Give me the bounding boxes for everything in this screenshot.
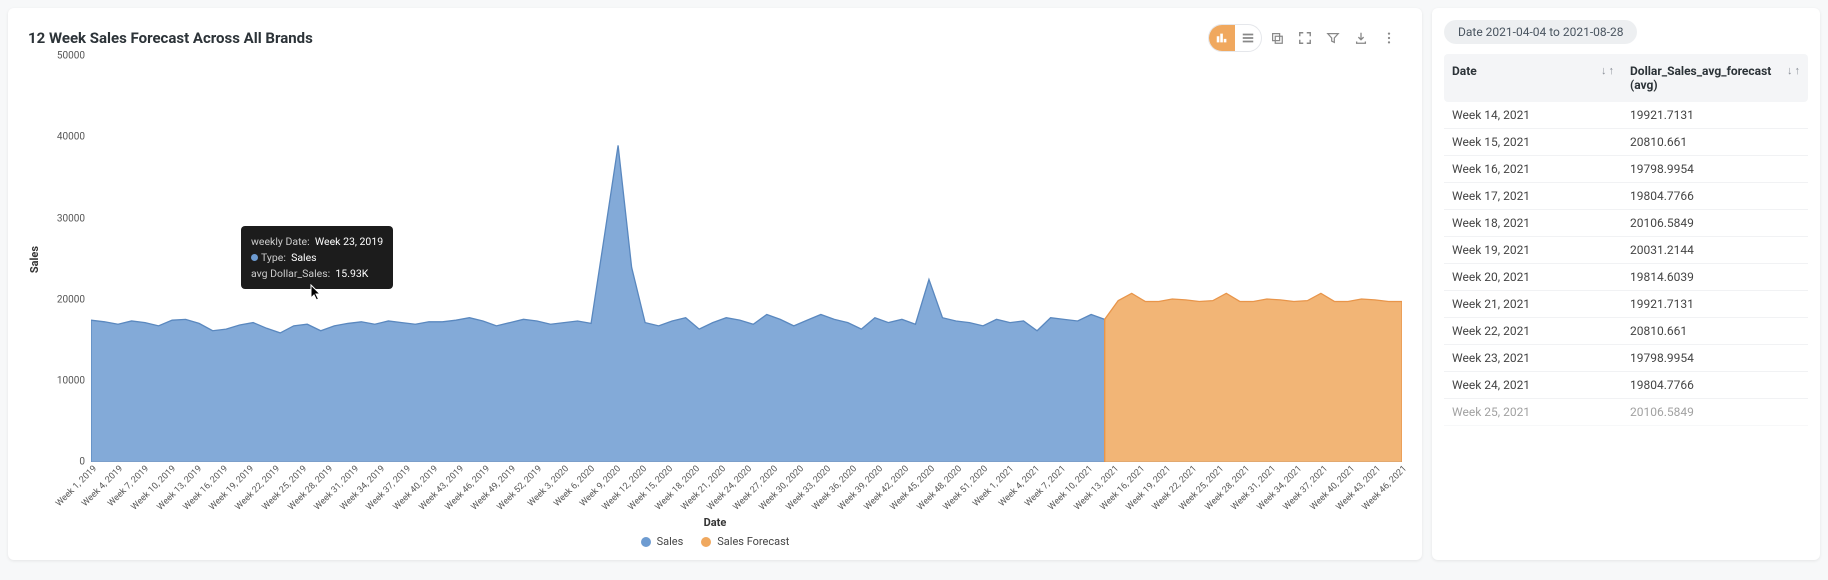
table-cell-value: 19804.7766 <box>1622 183 1808 210</box>
sort-asc-icon[interactable]: ↑ <box>1609 64 1615 77</box>
chart-toolbar <box>1208 24 1402 52</box>
table-cell-date: Week 21, 2021 <box>1444 291 1622 318</box>
table-row[interactable]: Week 22, 202120810.661 <box>1444 318 1808 345</box>
table-row[interactable]: Week 17, 202119804.7766 <box>1444 183 1808 210</box>
download-icon[interactable] <box>1348 25 1374 51</box>
table-body[interactable]: Week 14, 202119921.7131Week 15, 20212081… <box>1444 102 1808 426</box>
table-row[interactable]: Week 23, 202119798.9954 <box>1444 345 1808 372</box>
table-header: Date ↓ ↑ Dollar_Sales_avg_forecast (avg)… <box>1444 54 1808 102</box>
table-row[interactable]: Week 25, 202120106.5849 <box>1444 399 1808 426</box>
table-cell-date: Week 17, 2021 <box>1444 183 1622 210</box>
legend-item-sales[interactable]: Sales <box>641 535 684 548</box>
table-cell-date: Week 15, 2021 <box>1444 129 1622 156</box>
y-tick-label: 50000 <box>57 51 85 62</box>
table-cell-value: 19798.9954 <box>1622 345 1808 372</box>
table-cell-value: 19921.7131 <box>1622 291 1808 318</box>
x-ticks: Week 1, 2019Week 4, 2019Week 7, 2019Week… <box>92 464 1402 514</box>
y-tick-label: 30000 <box>57 213 85 224</box>
chart-body: Sales 01000020000300004000050000 weekly … <box>28 56 1402 462</box>
filter-icon[interactable] <box>1320 25 1346 51</box>
table-cell-value: 20031.2144 <box>1622 237 1808 264</box>
table-row[interactable]: Week 24, 202119804.7766 <box>1444 372 1808 399</box>
table-cell-value: 19921.7131 <box>1622 102 1808 129</box>
sort-desc-icon[interactable]: ↓ <box>1601 64 1607 77</box>
table-view-icon[interactable] <box>1235 25 1261 51</box>
table-cell-date: Week 25, 2021 <box>1444 399 1622 426</box>
table-cell-date: Week 16, 2021 <box>1444 156 1622 183</box>
sort-asc-icon[interactable]: ↑ <box>1795 64 1801 77</box>
chart-view-icon[interactable] <box>1209 25 1235 51</box>
table-cell-date: Week 23, 2021 <box>1444 345 1622 372</box>
table-row[interactable]: Week 20, 202119814.6039 <box>1444 264 1808 291</box>
view-toggle-group <box>1208 24 1262 52</box>
legend-item-forecast[interactable]: Sales Forecast <box>701 535 789 548</box>
y-ticks: 01000020000300004000050000 <box>49 56 89 462</box>
y-tick-label: 20000 <box>57 294 85 305</box>
expand-icon[interactable] <box>1292 25 1318 51</box>
table-cell-value: 19804.7766 <box>1622 372 1808 399</box>
y-tick-label: 40000 <box>57 132 85 143</box>
legend-dot <box>641 537 651 547</box>
table-cell-date: Week 19, 2021 <box>1444 237 1622 264</box>
chart-title: 12 Week Sales Forecast Across All Brands <box>28 29 313 47</box>
table-row[interactable]: Week 21, 202119921.7131 <box>1444 291 1808 318</box>
chart-legend: Sales Sales Forecast <box>28 535 1402 548</box>
date-range-pill[interactable]: Date 2021-04-04 to 2021-08-28 <box>1444 20 1637 44</box>
table-cell-value: 20106.5849 <box>1622 399 1808 426</box>
x-axis-label: Date <box>28 516 1402 529</box>
table-row[interactable]: Week 14, 202119921.7131 <box>1444 102 1808 129</box>
table-header-date[interactable]: Date ↓ ↑ <box>1444 54 1622 102</box>
chart-tooltip: weekly Date: Week 23, 2019 Type: Sales a… <box>241 226 393 289</box>
sort-arrows[interactable]: ↓ ↑ <box>1787 64 1800 77</box>
table-row[interactable]: Week 15, 202120810.661 <box>1444 129 1808 156</box>
legend-dot <box>701 537 711 547</box>
table-cell-value: 20810.661 <box>1622 129 1808 156</box>
sort-arrows[interactable]: ↓ ↑ <box>1601 64 1614 77</box>
plot-area[interactable]: 01000020000300004000050000 weekly Date: … <box>91 56 1402 462</box>
table-cell-value: 19798.9954 <box>1622 156 1808 183</box>
y-tick-label: 10000 <box>57 376 85 387</box>
chart-panel: 12 Week Sales Forecast Across All Brands <box>8 8 1422 560</box>
table-cell-value: 20106.5849 <box>1622 210 1808 237</box>
data-panel: Date 2021-04-04 to 2021-08-28 Date ↓ ↑ D… <box>1432 8 1820 560</box>
table-cell-date: Week 14, 2021 <box>1444 102 1622 129</box>
table-header-value[interactable]: Dollar_Sales_avg_forecast (avg) ↓ ↑ <box>1622 54 1808 102</box>
forecast-table: Date ↓ ↑ Dollar_Sales_avg_forecast (avg)… <box>1444 54 1808 548</box>
table-row[interactable]: Week 16, 202119798.9954 <box>1444 156 1808 183</box>
table-row[interactable]: Week 18, 202120106.5849 <box>1444 210 1808 237</box>
y-axis-label: Sales <box>28 246 41 273</box>
more-icon[interactable] <box>1376 25 1402 51</box>
table-cell-value: 19814.6039 <box>1622 264 1808 291</box>
table-row[interactable]: Week 19, 202120031.2144 <box>1444 237 1808 264</box>
copy-icon[interactable] <box>1264 25 1290 51</box>
table-cell-value: 20810.661 <box>1622 318 1808 345</box>
cursor-icon <box>309 284 323 302</box>
sort-desc-icon[interactable]: ↓ <box>1787 64 1793 77</box>
y-tick-label: 0 <box>79 457 85 468</box>
table-cell-date: Week 24, 2021 <box>1444 372 1622 399</box>
chart-header: 12 Week Sales Forecast Across All Brands <box>28 24 1402 52</box>
table-cell-date: Week 20, 2021 <box>1444 264 1622 291</box>
table-cell-date: Week 18, 2021 <box>1444 210 1622 237</box>
table-cell-date: Week 22, 2021 <box>1444 318 1622 345</box>
